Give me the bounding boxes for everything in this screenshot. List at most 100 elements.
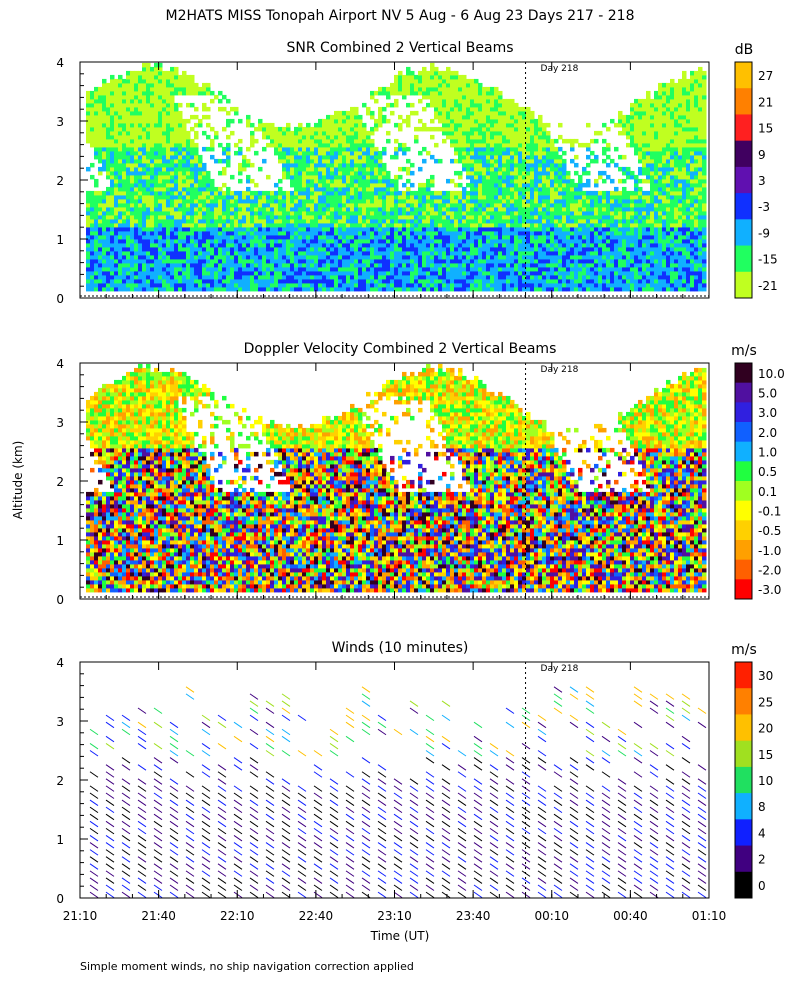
- radar-cell: [414, 190, 419, 196]
- radar-cell: [538, 218, 543, 224]
- radar-cell: [194, 238, 199, 244]
- radar-cell: [338, 130, 343, 136]
- radar-cell: [502, 174, 507, 180]
- radar-cell: [402, 274, 407, 280]
- radar-cell: [406, 214, 411, 220]
- radar-cell: [290, 254, 295, 260]
- radar-cell: [338, 278, 343, 284]
- radar-cell: [122, 134, 127, 140]
- radar-cell: [210, 142, 215, 148]
- radar-cell: [398, 142, 403, 148]
- radar-cell: [450, 278, 455, 284]
- radar-cell: [510, 138, 515, 144]
- radar-cell: [430, 206, 435, 212]
- radar-cell: [510, 98, 515, 104]
- radar-cell: [258, 166, 263, 172]
- radar-cell: [210, 218, 215, 224]
- radar-cell: [278, 210, 283, 216]
- radar-cell: [510, 246, 515, 252]
- radar-cell: [362, 126, 367, 132]
- radar-cell: [246, 234, 251, 240]
- radar-cell: [526, 138, 531, 144]
- radar-cell: [122, 90, 127, 96]
- radar-cell: [186, 182, 191, 188]
- radar-cell: [454, 130, 459, 136]
- radar-cell: [410, 226, 415, 232]
- radar-cell: [442, 110, 447, 116]
- radar-cell: [278, 178, 283, 184]
- radar-cell: [222, 258, 227, 264]
- radar-cell: [490, 170, 495, 176]
- radar-cell: [126, 286, 131, 292]
- radar-cell: [318, 242, 323, 248]
- radar-cell: [106, 234, 111, 240]
- radar-cell: [110, 230, 115, 236]
- radar-cell: [366, 154, 371, 160]
- radar-cell: [198, 86, 203, 92]
- radar-cell: [530, 282, 535, 288]
- radar-cell: [178, 86, 183, 92]
- radar-cell: [270, 242, 275, 248]
- radar-cell: [342, 270, 347, 276]
- radar-cell: [134, 210, 139, 216]
- radar-cell: [474, 266, 479, 272]
- radar-cell: [210, 278, 215, 284]
- radar-cell: [106, 118, 111, 124]
- radar-cell: [330, 162, 335, 168]
- radar-cell: [110, 282, 115, 288]
- radar-cell: [178, 238, 183, 244]
- radar-cell: [390, 246, 395, 252]
- radar-cell: [166, 114, 171, 120]
- radar-cell: [90, 110, 95, 116]
- radar-cell: [114, 106, 119, 112]
- radar-cell: [206, 214, 211, 220]
- radar-cell: [138, 282, 143, 288]
- radar-cell: [94, 214, 99, 220]
- radar-cell: [514, 270, 519, 276]
- radar-cell: [158, 94, 163, 100]
- radar-cell: [426, 194, 431, 200]
- radar-cell: [482, 150, 487, 156]
- radar-cell: [350, 150, 355, 156]
- radar-cell: [426, 206, 431, 212]
- radar-cell: [350, 210, 355, 216]
- radar-cell: [402, 282, 407, 288]
- radar-cell: [346, 190, 351, 196]
- radar-cell: [538, 270, 543, 276]
- radar-cell: [306, 122, 311, 128]
- radar-cell: [130, 122, 135, 128]
- radar-cell: [390, 242, 395, 248]
- radar-cell: [170, 134, 175, 140]
- radar-cell: [486, 278, 491, 284]
- radar-cell: [366, 214, 371, 220]
- radar-cell: [530, 118, 535, 124]
- radar-cell: [322, 242, 327, 248]
- radar-cell: [158, 190, 163, 196]
- radar-cell: [434, 94, 439, 100]
- radar-cell: [370, 202, 375, 208]
- radar-cell: [270, 210, 275, 216]
- radar-cell: [154, 138, 159, 144]
- radar-cell: [346, 254, 351, 260]
- radar-cell: [350, 114, 355, 120]
- radar-cell: [506, 150, 511, 156]
- radar-cell: [158, 146, 163, 152]
- radar-cell: [442, 214, 447, 220]
- radar-cell: [350, 134, 355, 140]
- radar-cell: [462, 242, 467, 248]
- radar-cell: [302, 258, 307, 264]
- radar-cell: [258, 274, 263, 280]
- radar-cell: [386, 102, 391, 108]
- radar-cell: [326, 178, 331, 184]
- radar-cell: [530, 242, 535, 248]
- radar-cell: [454, 202, 459, 208]
- radar-cell: [262, 238, 267, 244]
- radar-cell: [118, 126, 123, 132]
- radar-cell: [374, 214, 379, 220]
- radar-cell: [138, 130, 143, 136]
- radar-cell: [166, 158, 171, 164]
- radar-cell: [198, 154, 203, 160]
- radar-cell: [258, 194, 263, 200]
- radar-cell: [494, 238, 499, 244]
- radar-cell: [178, 218, 183, 224]
